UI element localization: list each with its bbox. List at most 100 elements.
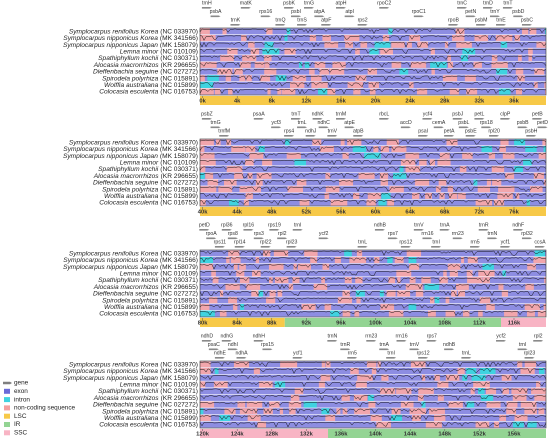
species-accession: (NC 016753) — [160, 88, 198, 95]
noncoding-shade — [230, 257, 241, 264]
noncoding-shade — [325, 414, 336, 421]
gene-arrow — [230, 24, 241, 26]
gene-arrow — [470, 246, 481, 248]
noncoding-shade — [456, 41, 472, 48]
gene-arrow — [347, 357, 358, 359]
species-accession: (NC 016753) — [160, 421, 198, 428]
gene-arrow — [422, 237, 433, 240]
gene-arrow — [366, 340, 377, 342]
noncoding-shade — [499, 146, 506, 153]
gene-label: trnL — [298, 120, 307, 126]
noncoding-shade — [447, 55, 452, 62]
noncoding-shade — [313, 283, 328, 290]
species-accession: (NC 030371) — [160, 388, 198, 395]
noncoding-shade — [212, 277, 219, 284]
gene-arrow — [236, 357, 247, 359]
noncoding-shade — [457, 290, 465, 297]
species-accession: (NC 030371) — [160, 277, 198, 284]
noncoding-shade — [543, 303, 546, 310]
noncoding-shade — [430, 61, 447, 68]
gene-arrow — [269, 229, 280, 231]
gene-arrow — [418, 357, 429, 359]
noncoding-shade — [248, 41, 255, 48]
gene-label: ndhE — [214, 350, 227, 356]
gene-arrow — [221, 340, 232, 342]
noncoding-shade — [500, 139, 509, 146]
gene-label: trnG — [211, 120, 221, 126]
noncoding-shade — [260, 75, 271, 82]
gene-arrow — [260, 15, 271, 18]
noncoding-shade — [262, 159, 273, 166]
gene-arrow — [284, 7, 295, 9]
identity-line — [199, 62, 547, 68]
gene-label: rpoA — [206, 231, 217, 237]
noncoding-shade — [445, 310, 456, 317]
gene-label: psbC — [521, 17, 533, 23]
gene-arrow — [314, 15, 325, 18]
gene-label: petB — [532, 111, 543, 117]
gene-arrow — [253, 118, 264, 120]
noncoding-shade — [256, 172, 272, 179]
gene-label: petD — [537, 120, 548, 126]
noncoding-shade — [430, 48, 435, 55]
noncoding-shade — [466, 270, 473, 277]
gene-label: rrn5 — [348, 350, 357, 356]
track-frame — [199, 27, 547, 96]
gene-label: rps19 — [268, 222, 281, 228]
noncoding-shade — [409, 81, 414, 88]
legend-swatch — [4, 413, 10, 419]
gene-arrow — [297, 126, 308, 129]
noncoding-shade — [367, 68, 378, 75]
species-accession: (NC 010109) — [160, 270, 198, 277]
species-label: Spirodela polyrhiza (NC 015891) — [102, 186, 198, 193]
gene-arrow — [275, 24, 286, 26]
gene-label: ndhG — [220, 333, 233, 339]
noncoding-shade — [370, 414, 382, 421]
noncoding-shade — [474, 35, 489, 42]
gene-label: rrn5 — [470, 239, 479, 245]
noncoding-shade — [266, 297, 276, 304]
noncoding-shade — [520, 368, 535, 375]
noncoding-shade — [228, 250, 240, 257]
identity-line — [199, 283, 547, 290]
species-name: Spathiphyllum kochii — [98, 388, 159, 395]
noncoding-shade — [290, 394, 300, 401]
identity-line — [199, 159, 547, 166]
gene-arrow — [465, 135, 476, 137]
noncoding-shade — [425, 192, 432, 199]
gene-label: ndhF — [512, 222, 524, 228]
gene-arrow — [374, 229, 385, 231]
species-accession: (KR 296655) — [161, 62, 198, 69]
identity-line — [199, 68, 547, 75]
noncoding-shade — [533, 257, 546, 264]
noncoding-shade — [491, 61, 508, 68]
noncoding-shade — [438, 179, 447, 186]
noncoding-shade — [246, 283, 261, 290]
noncoding-shade — [481, 146, 493, 153]
noncoding-shade — [259, 381, 273, 388]
species-accession: (NC 033970) — [160, 250, 198, 257]
noncoding-shade — [262, 48, 280, 55]
noncoding-shade — [467, 257, 478, 264]
gene-arrow — [496, 24, 507, 26]
noncoding-shade — [233, 303, 238, 310]
noncoding-shade — [228, 297, 238, 304]
noncoding-shade — [277, 290, 283, 297]
gene-label: trnL — [462, 350, 471, 356]
noncoding-shade — [493, 421, 499, 428]
gene-label: ndhJ — [305, 128, 317, 134]
x-tick-label: 128k — [265, 432, 279, 438]
gene-arrow — [240, 7, 251, 9]
noncoding-shade — [324, 303, 332, 310]
gene-label: trnI — [432, 239, 440, 245]
noncoding-shade — [279, 408, 284, 415]
noncoding-shade — [488, 152, 496, 159]
gene-arrow — [533, 340, 544, 342]
noncoding-shade — [391, 146, 407, 153]
noncoding-shade — [253, 368, 260, 375]
noncoding-shade — [298, 61, 303, 68]
gene-arrow — [291, 15, 302, 18]
noncoding-shade — [266, 28, 273, 35]
noncoding-shade — [200, 408, 204, 415]
noncoding-shade — [520, 401, 537, 408]
